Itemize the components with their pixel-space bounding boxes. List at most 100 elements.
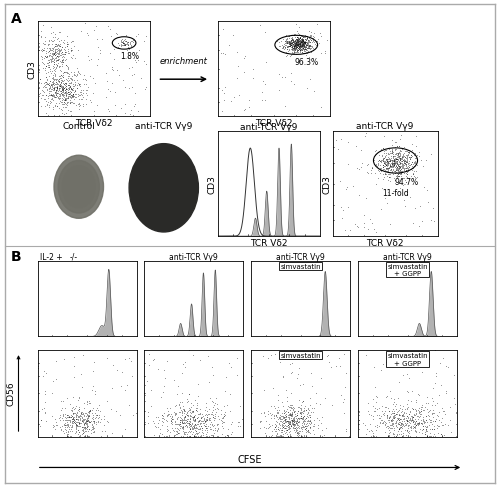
Point xyxy=(92,420,100,428)
Point xyxy=(193,425,201,432)
Point xyxy=(40,47,48,55)
Point xyxy=(310,420,318,428)
Point xyxy=(196,419,204,427)
Point xyxy=(293,417,301,425)
Point xyxy=(389,412,397,420)
Point xyxy=(407,161,415,168)
Point xyxy=(291,40,299,48)
Point xyxy=(68,416,76,424)
Point xyxy=(288,36,296,43)
Point xyxy=(394,167,402,175)
Point xyxy=(352,143,360,151)
Point xyxy=(386,150,394,158)
Point xyxy=(90,414,98,422)
Point xyxy=(284,405,292,413)
Point xyxy=(364,169,372,177)
Point xyxy=(290,39,298,47)
Point xyxy=(303,427,311,435)
Point xyxy=(415,149,423,157)
Point xyxy=(38,48,46,56)
Point xyxy=(220,90,228,98)
Point xyxy=(395,426,403,433)
Point xyxy=(296,432,304,440)
Point xyxy=(383,162,391,170)
Point xyxy=(70,72,78,80)
Point xyxy=(414,412,422,420)
Point xyxy=(90,358,98,366)
Point xyxy=(206,416,214,424)
Point xyxy=(390,175,398,183)
Point xyxy=(382,157,390,164)
Point xyxy=(42,61,50,68)
Point xyxy=(63,33,71,41)
Point xyxy=(75,419,83,427)
Point xyxy=(84,417,92,425)
Point xyxy=(213,427,221,435)
Point xyxy=(178,427,186,435)
Point xyxy=(69,413,77,421)
Point xyxy=(404,161,412,168)
Point xyxy=(363,162,371,170)
Point xyxy=(44,61,52,69)
Point xyxy=(298,40,306,48)
Point xyxy=(390,143,398,151)
Point xyxy=(154,419,162,427)
Point xyxy=(418,429,426,437)
Point xyxy=(197,414,205,422)
Point xyxy=(68,73,76,81)
Point xyxy=(291,42,299,50)
Point xyxy=(302,414,310,422)
Point xyxy=(272,432,280,440)
Point xyxy=(306,42,314,50)
Point xyxy=(382,156,390,163)
Point xyxy=(278,412,286,420)
Point xyxy=(181,414,189,422)
Point xyxy=(52,81,60,88)
Point xyxy=(426,425,434,433)
Point xyxy=(294,47,302,55)
Point xyxy=(236,418,244,426)
Point xyxy=(52,57,60,65)
Point xyxy=(307,408,315,416)
Point xyxy=(306,429,314,437)
Point xyxy=(192,432,200,440)
Point xyxy=(294,428,302,436)
Text: anti-TCR Vγ9: anti-TCR Vγ9 xyxy=(383,252,432,261)
Point xyxy=(294,38,302,45)
Point xyxy=(328,364,336,371)
Point xyxy=(52,84,60,92)
Point xyxy=(296,37,304,45)
Point xyxy=(58,59,66,67)
Point xyxy=(86,73,94,81)
Point xyxy=(74,80,82,88)
Point xyxy=(62,86,70,94)
Point xyxy=(58,59,66,67)
Point xyxy=(274,409,281,417)
Point xyxy=(408,159,416,167)
Point xyxy=(399,162,407,169)
Point xyxy=(220,419,228,427)
Point xyxy=(78,410,86,418)
Point xyxy=(412,418,420,426)
Point xyxy=(402,163,409,171)
Point xyxy=(376,412,384,420)
Point xyxy=(379,158,387,165)
Point xyxy=(181,413,189,421)
Point xyxy=(203,415,211,423)
Point xyxy=(290,418,298,426)
Point xyxy=(191,416,199,424)
Point xyxy=(72,409,80,417)
Point xyxy=(285,420,293,427)
Point xyxy=(378,165,386,173)
Point xyxy=(52,92,60,100)
Point xyxy=(307,419,315,427)
Point xyxy=(52,91,60,99)
Point xyxy=(302,40,310,47)
Point xyxy=(198,424,205,432)
Point xyxy=(296,404,304,412)
Point xyxy=(276,43,283,51)
Point xyxy=(204,410,212,418)
Point xyxy=(66,418,74,426)
Point xyxy=(390,158,398,165)
Point xyxy=(46,88,54,96)
